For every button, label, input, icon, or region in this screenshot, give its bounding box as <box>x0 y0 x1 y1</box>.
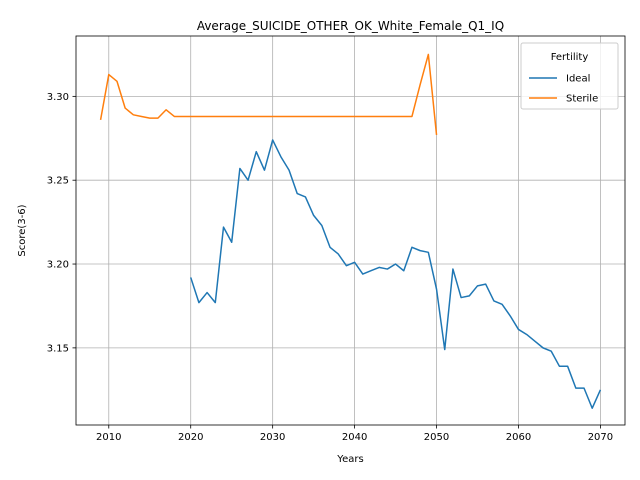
legend: Fertility Ideal Sterile <box>520 42 619 110</box>
x-tick-label: 2040 <box>342 432 367 443</box>
x-tick-label: 2020 <box>178 432 203 443</box>
x-tick-label: 2030 <box>260 432 285 443</box>
y-tick-label: 3.25 <box>47 176 69 187</box>
y-tick-label: 3.20 <box>47 260 69 271</box>
x-axis-label: Years <box>336 454 363 465</box>
y-axis-ticks: 3.15 3.20 3.25 3.30 <box>47 92 76 354</box>
legend-box <box>520 42 619 110</box>
x-tick-label: 2050 <box>424 432 449 443</box>
y-tick-label: 3.30 <box>47 92 69 103</box>
series-line-ideal <box>190 139 602 409</box>
y-tick-label: 3.15 <box>47 343 69 354</box>
x-axis-ticks: 2010 2020 2030 2040 2050 2060 2070 <box>96 425 613 443</box>
x-tick-label: 2010 <box>96 432 121 443</box>
legend-title: Fertility <box>551 52 589 63</box>
series-layer <box>99 53 602 409</box>
y-axis-label: Score(3-6) <box>17 204 28 256</box>
x-tick-label: 2060 <box>506 432 531 443</box>
series-line-sterile <box>99 53 438 136</box>
legend-label-ideal: Ideal <box>566 74 590 85</box>
chart-title: Average_SUICIDE_OTHER_OK_White_Female_Q1… <box>197 19 504 33</box>
x-tick-label: 2070 <box>588 432 613 443</box>
plot-area-frame <box>75 35 626 426</box>
legend-label-sterile: Sterile <box>566 94 598 105</box>
